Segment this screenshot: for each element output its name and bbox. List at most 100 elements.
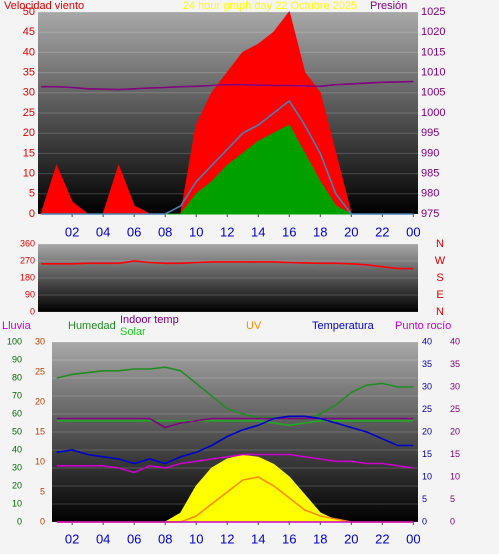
direction-label: W <box>435 255 446 267</box>
y-tick-label: 45 <box>23 26 35 38</box>
y-tick-label: 80 <box>12 372 22 382</box>
y-tick-label: 1000 <box>421 107 445 119</box>
legend-label: UV <box>246 320 262 332</box>
x-tick-label: 16 <box>282 531 296 546</box>
y-tick-label: 975 <box>421 208 439 220</box>
x-tick-label: 04 <box>96 531 110 546</box>
direction-label: N <box>436 306 444 318</box>
series-line <box>41 260 414 270</box>
y-tick-label: 360 <box>20 238 35 248</box>
y-tick-label: 60 <box>12 408 22 418</box>
y-tick-label: 1005 <box>421 87 445 99</box>
x-tick-label: 06 <box>127 224 141 239</box>
y-tick-label: 5 <box>40 486 45 496</box>
y-tick-label: 25 <box>422 404 432 414</box>
x-tick-label: 12 <box>220 224 234 239</box>
y-tick-label: 10 <box>450 471 460 481</box>
y-tick-label: 1025 <box>421 6 445 18</box>
x-tick-label: 08 <box>158 224 172 239</box>
series-line <box>56 453 414 474</box>
y-tick-label: 50 <box>12 426 22 436</box>
y-tick-label: 985 <box>421 168 439 180</box>
y-tick-label: 0 <box>29 208 35 220</box>
y-tick-label: 180 <box>20 272 35 282</box>
y-tick-label: 35 <box>23 67 35 79</box>
x-tick-label: 22 <box>375 531 389 546</box>
y-tick-label: 40 <box>12 444 22 454</box>
x-tick-label: 14 <box>251 224 265 239</box>
x-tick-label: 02 <box>65 224 79 239</box>
y-tick-label: 980 <box>421 188 439 200</box>
x-tick-label: 18 <box>313 224 327 239</box>
y-tick-label: 90 <box>25 289 35 299</box>
y-tick-label: 995 <box>421 127 439 139</box>
direction-label: N <box>436 238 444 250</box>
y-tick-label: 270 <box>20 255 35 265</box>
y-tick-label: 35 <box>450 359 460 369</box>
x-tick-label: 12 <box>220 531 234 546</box>
series-line <box>56 420 414 427</box>
y-tick-label: 0 <box>30 306 35 316</box>
axis-label: Velocidad viento <box>4 0 84 12</box>
y-tick-label: 100 <box>7 336 22 346</box>
y-tick-label: 20 <box>35 396 45 406</box>
x-tick-label: 04 <box>96 224 110 239</box>
y-tick-label: 10 <box>35 456 45 466</box>
y-tick-label: 5 <box>29 188 35 200</box>
y-tick-label: 35 <box>422 359 432 369</box>
x-tick-label: 16 <box>282 224 296 239</box>
x-tick-label: 10 <box>189 224 203 239</box>
x-tick-label: 10 <box>189 531 203 546</box>
x-tick-label: 22 <box>375 224 389 239</box>
y-tick-label: 30 <box>23 87 35 99</box>
y-tick-label: 15 <box>35 426 45 436</box>
x-tick-label: 06 <box>127 531 141 546</box>
y-tick-label: 10 <box>12 498 22 508</box>
y-tick-label: 90 <box>12 354 22 364</box>
y-tick-label: 30 <box>422 381 432 391</box>
y-tick-label: 20 <box>12 480 22 490</box>
y-tick-label: 15 <box>450 449 460 459</box>
y-tick-label: 30 <box>450 381 460 391</box>
plot-area <box>38 244 418 312</box>
series-line <box>56 417 414 429</box>
y-tick-label: 25 <box>450 404 460 414</box>
legend-label: Temperatura <box>312 320 375 332</box>
y-tick-label: 1015 <box>421 46 445 58</box>
y-tick-label: 40 <box>23 46 35 58</box>
series-line <box>41 80 414 91</box>
x-tick-label: 14 <box>251 531 265 546</box>
y-tick-label: 25 <box>23 107 35 119</box>
y-tick-label: 1010 <box>421 67 445 79</box>
series-line <box>56 366 414 421</box>
y-tick-label: 70 <box>12 390 22 400</box>
legend-label: Punto rocío <box>395 320 451 332</box>
y-tick-label: 50 <box>23 6 35 18</box>
y-tick-label: 40 <box>450 336 460 346</box>
y-tick-label: 990 <box>421 147 439 159</box>
legend-label: Indoor temp <box>120 314 179 326</box>
y-tick-label: 20 <box>450 426 460 436</box>
y-tick-label: 0 <box>40 516 45 526</box>
axis-label: Presión <box>370 0 407 12</box>
legend-label: Solar <box>120 326 146 338</box>
series-line <box>41 99 414 215</box>
direction-label: S <box>436 272 443 284</box>
x-tick-label: 00 <box>406 224 420 239</box>
series-line <box>56 415 414 465</box>
x-tick-label: 02 <box>65 531 79 546</box>
y-tick-label: 40 <box>422 336 432 346</box>
y-tick-label: 0 <box>450 516 455 526</box>
x-tick-label: 08 <box>158 531 172 546</box>
x-tick-label: 20 <box>344 224 358 239</box>
y-tick-label: 15 <box>422 449 432 459</box>
legend-label: Lluvia <box>2 320 32 332</box>
y-tick-label: 0 <box>17 516 22 526</box>
y-tick-label: 30 <box>35 336 45 346</box>
chart-title: 24 hour graph day 22 Octubre 2025 <box>183 0 357 12</box>
y-tick-label: 20 <box>23 127 35 139</box>
y-tick-label: 1020 <box>421 26 445 38</box>
y-tick-label: 30 <box>12 462 22 472</box>
y-tick-label: 10 <box>422 471 432 481</box>
y-tick-label: 25 <box>35 366 45 376</box>
